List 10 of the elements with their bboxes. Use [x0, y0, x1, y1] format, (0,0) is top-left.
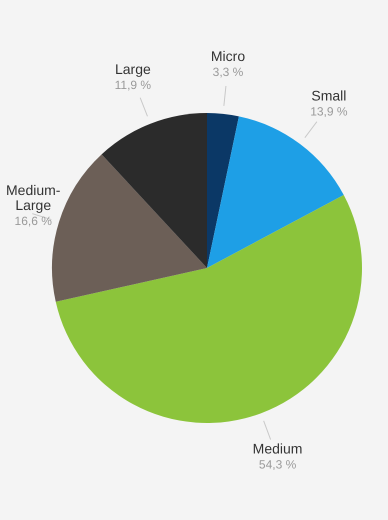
data-label: 13,9 %	[310, 104, 348, 119]
slice-label: Large	[114, 61, 151, 78]
data-label: 11,9 %	[114, 78, 152, 92]
slice-label: Medium	[252, 440, 302, 456]
data-label: 3,3 %	[212, 65, 244, 80]
slice-label: Small	[311, 88, 346, 104]
data-label: 54,3 %	[258, 457, 297, 472]
data-label: 16,6 %	[14, 214, 52, 228]
slice-label: Micro	[210, 48, 246, 64]
slice-label: Medium-Large	[6, 182, 61, 214]
